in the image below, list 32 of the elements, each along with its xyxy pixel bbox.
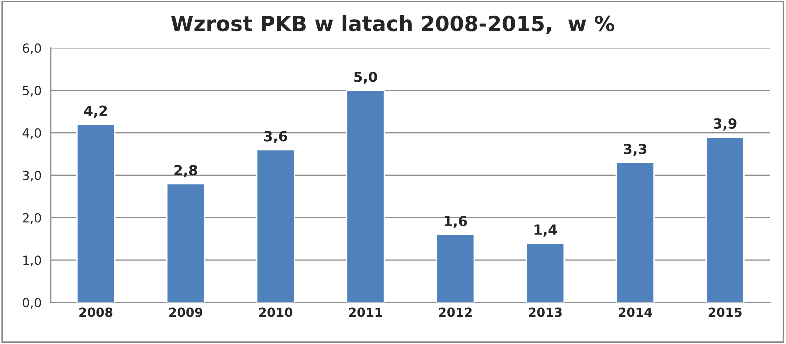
bar xyxy=(616,162,656,303)
x-tick-label: 2012 xyxy=(439,308,472,318)
bar xyxy=(346,90,386,303)
data-label: 2,8 xyxy=(174,165,198,178)
y-tick-label: 0,0 xyxy=(23,298,42,309)
y-tick-label: 1,0 xyxy=(24,256,42,266)
bar xyxy=(526,242,566,303)
data-label: 3,3 xyxy=(624,144,647,156)
x-tick-label: 2014 xyxy=(619,308,652,318)
y-tick-label: 5,0 xyxy=(23,86,42,97)
x-tick-label: 2010 xyxy=(259,308,293,318)
x-tick-label: 2011 xyxy=(349,308,382,318)
x-tick-label: 2013 xyxy=(529,308,562,318)
y-tick-label: 6,0 xyxy=(23,44,42,54)
y-tick-label: 4,0 xyxy=(22,128,42,140)
chart-title: Wzrost PKB w latach 2008-2015, w % xyxy=(171,15,615,34)
x-tick-label: 2015 xyxy=(708,308,742,318)
data-label: 5,0 xyxy=(354,72,378,84)
bar xyxy=(256,149,296,303)
x-tick-label: 2009 xyxy=(170,308,203,318)
y-tick-label: 3,0 xyxy=(23,170,42,182)
x-tick-label: 2008 xyxy=(80,308,113,318)
bar xyxy=(436,234,476,303)
bar xyxy=(76,124,116,303)
data-label: 3,9 xyxy=(714,118,737,131)
bar xyxy=(706,136,745,303)
data-label: 4,2 xyxy=(84,106,108,118)
data-label: 1,4 xyxy=(534,224,558,237)
data-label: 3,6 xyxy=(264,131,288,144)
data-label: 1,6 xyxy=(444,216,468,228)
y-tick-label: 2,0 xyxy=(23,213,42,224)
bar xyxy=(166,183,206,303)
